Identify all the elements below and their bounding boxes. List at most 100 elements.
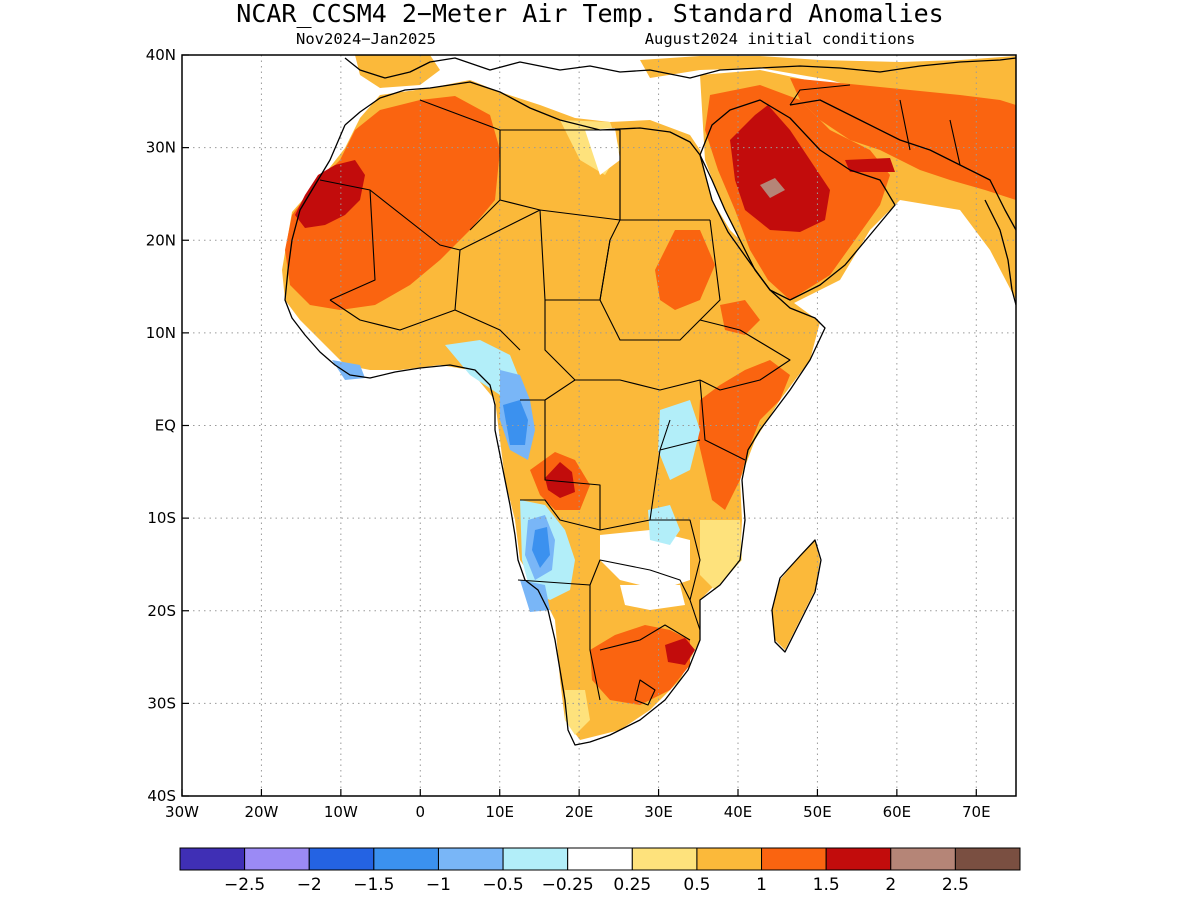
anomaly-region-pale-east (700, 520, 742, 590)
border-sahara-west (319, 179, 376, 301)
longitude-ticks: 30W 20W 10W 0 10E 20E 30E 40E 50E 60E 70E (165, 789, 991, 821)
anomaly-region-west-sahara-red (295, 160, 365, 228)
border-east-africa (659, 379, 746, 461)
colorbar-label: 1.5 (813, 875, 840, 895)
border-algeria (419, 99, 501, 231)
anomaly-region-sudan-strong (655, 230, 715, 310)
colorbar-label: −0.5 (482, 875, 523, 895)
lon-tick-label: 70E (962, 803, 991, 821)
colorbar-label: −2.5 (224, 875, 265, 895)
anomaly-region-madagascar (772, 540, 820, 650)
anomaly-region-cool-namibia-core (532, 527, 550, 568)
colorbar-swatch (954, 847, 1021, 871)
lon-tick-label: 10E (485, 803, 514, 821)
lat-tick-label: 40S (147, 787, 176, 805)
border-angola (520, 499, 601, 531)
anomaly-region-cool-gabon (503, 400, 528, 445)
anomaly-region-congo-red (545, 462, 575, 498)
border-mozambique (650, 519, 701, 601)
anomaly-region-north-strip (640, 56, 1016, 120)
anomaly-region-near-zero-zambia (600, 530, 690, 590)
colorbar-label: 2 (885, 875, 896, 895)
anomaly-region-sahara-strong (285, 96, 500, 310)
arabia-coastline (699, 99, 896, 301)
colorbar-label: 0.25 (613, 875, 651, 895)
anomaly-region-mozambique-red (665, 638, 695, 665)
colorbar-swatch (567, 847, 633, 871)
colorbar-swatch (890, 847, 956, 871)
lat-tick-label: 30S (147, 694, 176, 712)
colorbar-label: −2 (297, 875, 322, 895)
lon-tick-label: 50E (803, 803, 832, 821)
map-panel (181, 54, 1017, 797)
colorbar-swatch (825, 847, 892, 871)
lat-tick-label: 20N (146, 231, 176, 249)
colorbar-swatch (761, 847, 827, 871)
lon-tick-label: 20E (565, 803, 594, 821)
init-conditions-label: August2024 initial conditions (645, 30, 916, 48)
anomaly-region-cool-coast-west (332, 360, 365, 380)
colorbar: −2.5 −2 −1.5 −1 −0.5 −0.25 0.25 0.5 1 1.5 2 2.5 (179, 847, 1021, 895)
lon-tick-label: 20W (244, 803, 278, 821)
latitude-ticks: 40N 30N 20N 10N EQ 10S 20S 30S 40S (146, 46, 189, 805)
figure-title: NCAR_CCSM4 2−Meter Air Temp. Standard An… (236, 0, 943, 28)
colorbar-label: 2.5 (942, 875, 969, 895)
anomaly-region-cool-lakes (658, 400, 700, 480)
europe-coastline (344, 57, 1016, 79)
colorbar-swatch (308, 847, 375, 871)
lat-tick-label: 40N (146, 46, 176, 64)
colorbar-label: −1.5 (353, 875, 394, 895)
colorbar-label: 0.5 (683, 875, 710, 895)
lat-tick-label: 20S (147, 602, 176, 620)
colorbar-swatch (179, 847, 246, 871)
anomaly-region-gulf-red (845, 158, 895, 172)
lon-tick-label: 30E (644, 803, 673, 821)
colorbar-swatch (502, 847, 569, 871)
lat-tick-label: 30N (146, 139, 176, 157)
colorbar-label: −1 (426, 875, 451, 895)
lon-tick-label: 0 (416, 803, 426, 821)
country-borders (319, 84, 961, 706)
colorbar-swatch (437, 847, 504, 871)
gulf-coastline (789, 99, 1016, 231)
colorbar-swatch (244, 847, 310, 871)
lon-tick-label: 40E (724, 803, 753, 821)
border-iran (789, 84, 961, 166)
border-niger-chad (459, 209, 621, 301)
lat-tick-label: EQ (155, 417, 176, 435)
colorbar-label: −0.25 (542, 875, 594, 895)
colorbar-swatch (373, 847, 439, 871)
border-west-africa (329, 299, 521, 351)
colorbar-label: 1 (756, 875, 767, 895)
lon-tick-label: 60E (883, 803, 912, 821)
lon-tick-label: 30W (165, 803, 199, 821)
anomaly-region-arabia-peak (760, 178, 785, 198)
anomaly-region-horn-strong (720, 300, 760, 335)
anomaly-region-spain-warm (355, 55, 440, 88)
colorbar-swatch (631, 847, 698, 871)
anomaly-region-near-zero-libya (585, 128, 620, 175)
border-south-africa (599, 624, 691, 706)
anomaly-region-cool-malawi (648, 505, 680, 545)
border-mali (369, 189, 461, 311)
anomaly-region-east-africa-strong (698, 360, 790, 510)
lon-tick-label: 10W (324, 803, 358, 821)
border-sudan (599, 219, 721, 341)
coastlines (284, 57, 1016, 746)
period-label: Nov2024−Jan2025 (296, 30, 436, 48)
anomaly-region-near-zero-botswana (620, 585, 685, 610)
anomaly-region-iran-strong (790, 78, 1016, 200)
anomaly-region-cool-south-atlantic (520, 580, 550, 612)
graticule (182, 55, 1016, 796)
anomaly-field-layer (282, 55, 1016, 740)
border-ethiopia (699, 319, 791, 391)
lat-tick-label: 10S (147, 509, 176, 527)
anomaly-region-pale-southwest (565, 690, 590, 735)
border-central-africa (544, 300, 701, 391)
africa-coastline (284, 81, 826, 746)
lat-tick-label: 10N (146, 324, 176, 342)
madagascar-coastline (771, 539, 822, 653)
india-coastline (984, 199, 1016, 306)
colorbar-swatch (696, 847, 763, 871)
